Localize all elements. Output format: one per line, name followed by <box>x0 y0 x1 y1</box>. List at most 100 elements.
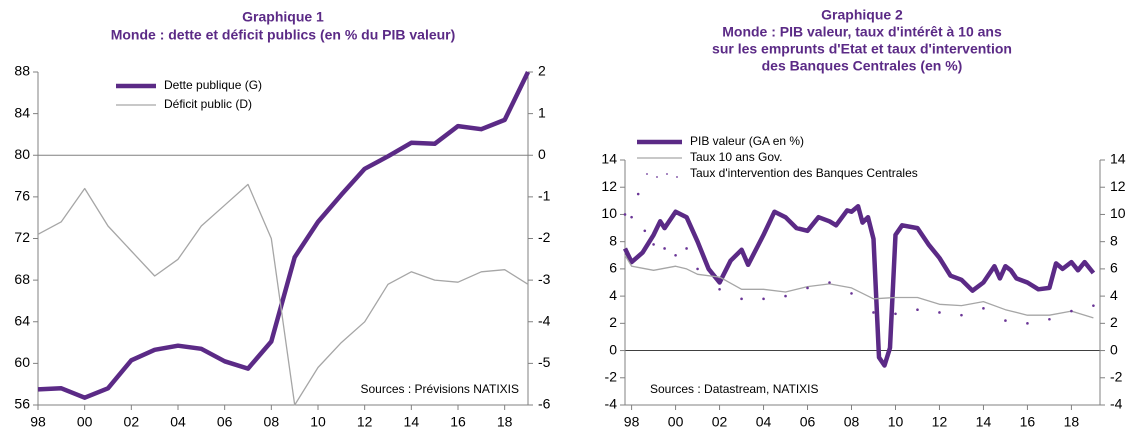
y-tick-label: 80 <box>14 146 30 162</box>
data-point <box>960 313 963 317</box>
y2-tick-label: 8 <box>1110 232 1118 248</box>
y2-tick-label: -4 <box>1110 396 1123 412</box>
data-point <box>1048 317 1051 321</box>
data-point <box>623 213 627 216</box>
x-tick-label: 02 <box>712 414 728 430</box>
chart-title: Monde : dette et déficit publics (en % d… <box>111 27 456 43</box>
y2-tick-label: -1 <box>538 188 551 204</box>
legend-label: Dette publique (G) <box>164 78 262 92</box>
y2-tick-label: 2 <box>1110 314 1118 330</box>
x-tick-label: 10 <box>310 414 326 430</box>
legend-swatch <box>656 176 658 178</box>
y2-tick-label: 6 <box>1110 260 1118 276</box>
legend-label: Taux d'intervention des Banques Centrale… <box>690 166 918 180</box>
x-tick-label: 00 <box>668 414 684 430</box>
chart-title: sur les emprunts d'Etat et taux d'interv… <box>712 41 1012 57</box>
chart-title: Graphique 1 <box>242 9 324 25</box>
annotation: Sources : Datastream, NATIXIS <box>650 382 819 396</box>
chart-title: Graphique 2 <box>821 7 903 23</box>
legend-swatch <box>676 176 678 178</box>
y2-tick-label: 4 <box>1110 287 1118 303</box>
data-point <box>784 294 787 298</box>
y2-tick-label: -4 <box>538 312 551 328</box>
data-point <box>1092 304 1095 307</box>
data-point <box>806 286 809 290</box>
y-tick-label: 64 <box>14 312 30 328</box>
x-tick-label: 18 <box>1064 414 1080 430</box>
x-tick-label: 06 <box>800 414 816 430</box>
data-point <box>1004 319 1007 322</box>
y-tick-label: 4 <box>609 287 617 303</box>
data-point <box>982 307 985 310</box>
x-tick-label: 12 <box>357 414 373 430</box>
y2-tick-label: -5 <box>538 354 551 370</box>
y2-tick-label: 14 <box>1110 151 1126 167</box>
x-tick-label: 12 <box>932 414 948 430</box>
data-point <box>762 297 765 301</box>
y2-tick-label: 0 <box>538 146 546 162</box>
y2-tick-label: 0 <box>1110 341 1118 357</box>
annotation: Sources : Prévisions NATIXIS <box>361 382 520 396</box>
legend-label: Taux 10 ans Gov. <box>690 150 783 164</box>
x-tick-label: 14 <box>976 414 992 430</box>
y2-tick-label: -6 <box>538 396 551 412</box>
y-tick-label: 10 <box>601 205 617 221</box>
x-tick-label: 08 <box>264 414 280 430</box>
chart-title: Monde : PIB valeur, taux d'intérêt à 10 … <box>722 24 1002 40</box>
series-line <box>624 254 1094 319</box>
y2-tick-label: -3 <box>538 271 551 287</box>
x-tick-label: 98 <box>624 414 640 430</box>
data-point <box>894 312 897 316</box>
y2-tick-label: 12 <box>1110 178 1126 194</box>
y2-tick-label: -2 <box>1110 368 1123 384</box>
x-tick-label: 16 <box>1020 414 1036 430</box>
series-line <box>37 71 531 400</box>
x-tick-label: 08 <box>844 414 860 430</box>
y-tick-label: 0 <box>609 341 617 357</box>
data-point <box>872 311 875 314</box>
y-tick-label: 8 <box>609 232 617 248</box>
x-tick-label: 02 <box>124 414 140 430</box>
x-tick-label: 00 <box>77 414 93 430</box>
y2-tick-label: 1 <box>538 104 546 120</box>
data-point <box>674 253 677 257</box>
y-tick-label: 84 <box>14 104 30 120</box>
y-tick-label: -2 <box>605 368 618 384</box>
data-point <box>643 229 647 233</box>
series-line <box>622 204 1096 368</box>
y2-tick-label: 10 <box>1110 205 1126 221</box>
y-tick-label: 72 <box>14 229 30 245</box>
legend-swatch <box>646 173 648 175</box>
legend-label: PIB valeur (GA en %) <box>690 134 804 148</box>
y-tick-label: 2 <box>609 314 617 330</box>
legend-swatch <box>666 173 668 175</box>
y-tick-label: 14 <box>601 151 617 167</box>
x-tick-label: 04 <box>756 414 772 430</box>
data-point <box>1026 322 1029 325</box>
data-point <box>663 247 666 250</box>
data-point <box>938 311 941 314</box>
data-point <box>636 192 640 196</box>
y-tick-label: -4 <box>605 396 618 412</box>
y-tick-label: 12 <box>601 178 617 194</box>
x-tick-label: 16 <box>450 414 466 430</box>
x-tick-label: 06 <box>217 414 233 430</box>
y-tick-label: 76 <box>14 188 30 204</box>
chart-title: des Banques Centrales (en %) <box>762 58 963 74</box>
data-point <box>685 247 688 250</box>
data-point <box>1070 309 1073 313</box>
x-tick-label: 10 <box>888 414 904 430</box>
x-tick-label: 18 <box>497 414 513 430</box>
data-point <box>718 288 721 291</box>
y2-tick-label: 2 <box>538 63 546 79</box>
x-tick-label: 04 <box>170 414 186 430</box>
data-point <box>630 215 633 219</box>
data-point <box>916 308 919 312</box>
y-tick-label: 6 <box>609 260 617 276</box>
x-tick-label: 98 <box>30 414 46 430</box>
series-line <box>37 183 529 406</box>
y-tick-label: 56 <box>14 396 30 412</box>
y-tick-label: 68 <box>14 271 30 287</box>
data-point <box>850 292 853 295</box>
